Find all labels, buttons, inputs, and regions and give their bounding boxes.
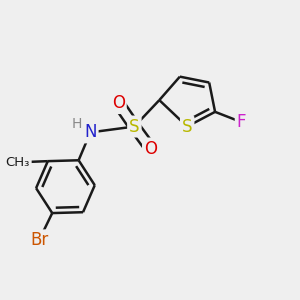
Text: N: N <box>84 123 97 141</box>
Text: CH₃: CH₃ <box>6 156 30 169</box>
Text: O: O <box>112 94 125 112</box>
Text: O: O <box>144 140 157 158</box>
Text: S: S <box>129 118 140 136</box>
Text: H: H <box>72 117 82 130</box>
Text: Br: Br <box>30 231 48 249</box>
Text: F: F <box>237 113 246 131</box>
Text: S: S <box>182 118 192 136</box>
